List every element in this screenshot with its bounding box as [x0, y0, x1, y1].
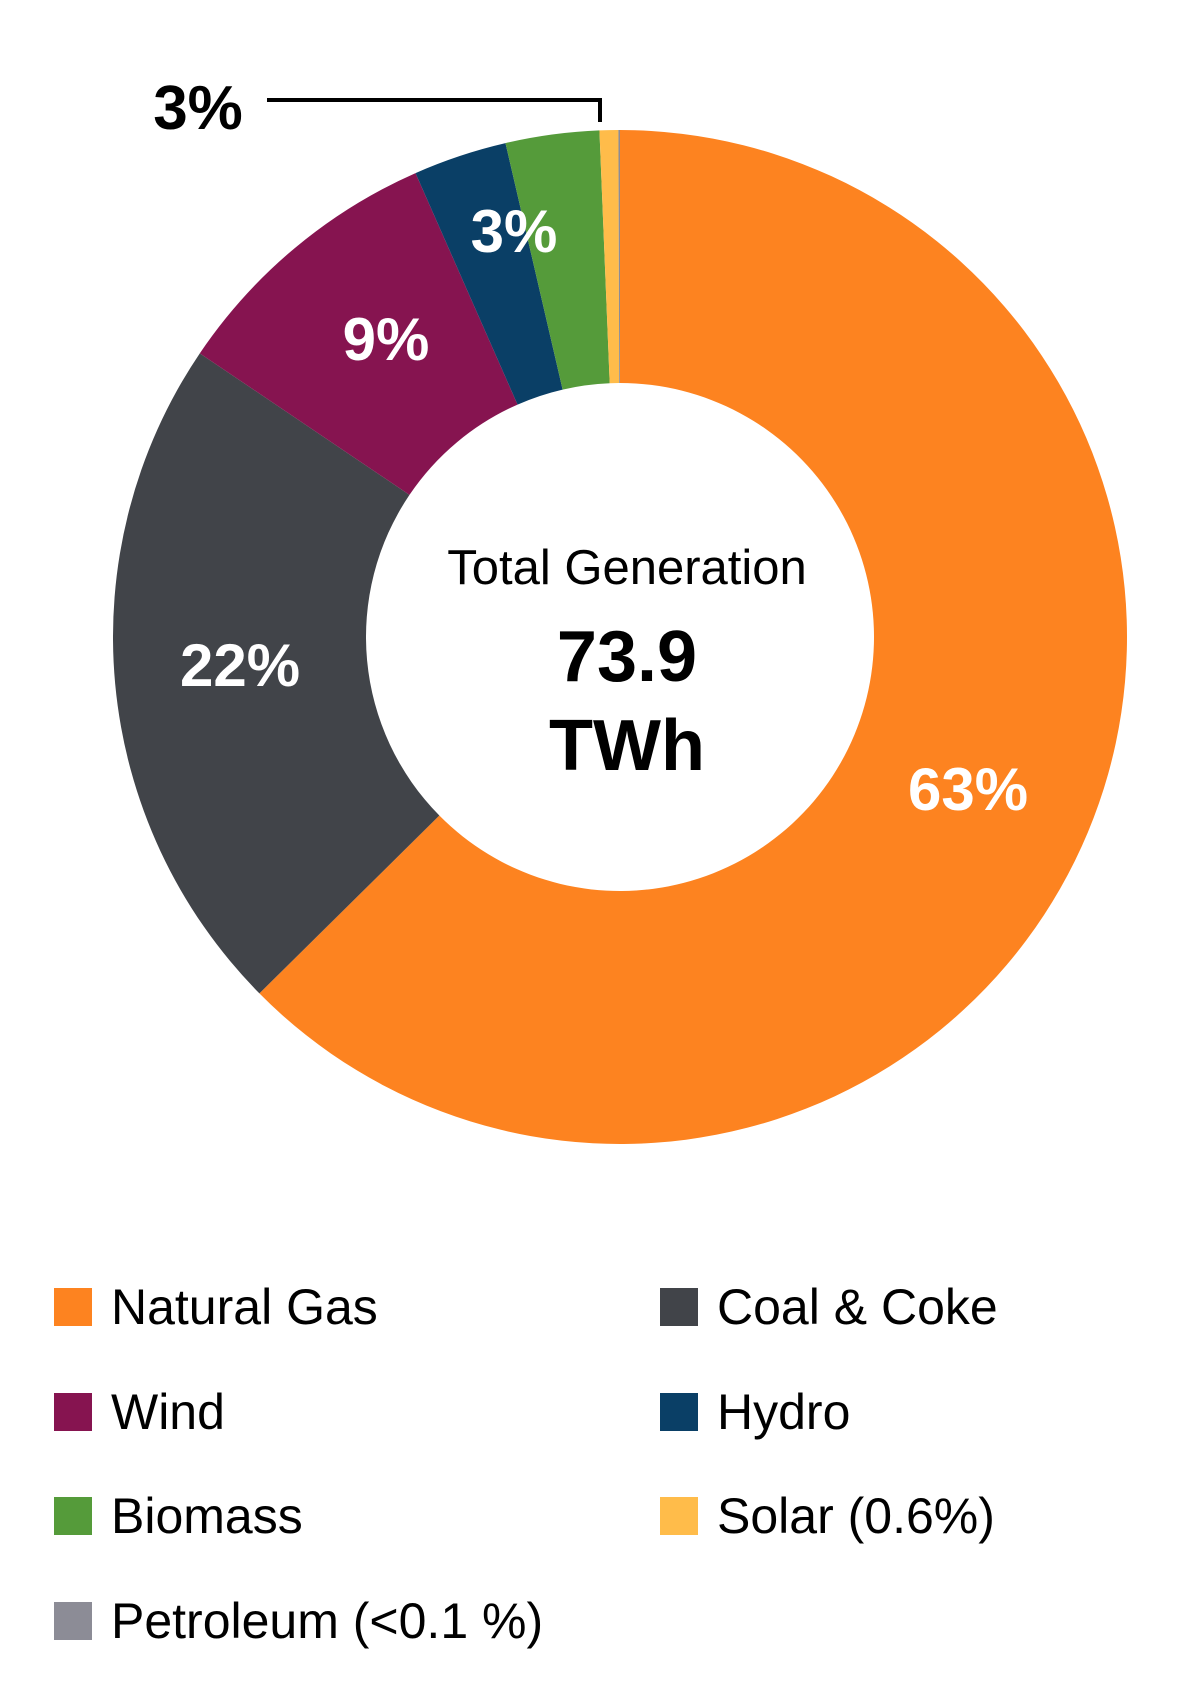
- slice-wind: [199, 173, 518, 495]
- legend-swatch: [54, 1288, 92, 1326]
- slice-hydro: [415, 143, 563, 405]
- slice-petroleum: [618, 130, 620, 384]
- legend-swatch: [660, 1288, 698, 1326]
- legend-swatch: [660, 1393, 698, 1431]
- legend-swatch: [54, 1393, 92, 1431]
- legend-item-solar: Solar (0.6%): [660, 1488, 995, 1544]
- legend-label: Natural Gas: [111, 1279, 378, 1335]
- center-value: 73.9: [557, 617, 697, 697]
- legend-label: Coal & Coke: [717, 1279, 998, 1335]
- slice-label-coal: 22%: [180, 632, 300, 699]
- legend-swatch: [54, 1602, 92, 1640]
- slice-label-hydro: 3%: [471, 198, 558, 265]
- callout-leader-line: [267, 98, 602, 122]
- legend-label: Solar (0.6%): [717, 1488, 995, 1544]
- slice-solar: [599, 130, 620, 384]
- slice-biomass: [505, 130, 610, 390]
- legend-label: Hydro: [717, 1384, 851, 1440]
- legend-item-biomass: Biomass: [54, 1488, 303, 1544]
- center-title: Total Generation: [447, 541, 807, 595]
- center-unit: TWh: [549, 706, 705, 786]
- slice-coal-coke: [112, 353, 440, 994]
- callout-label: 3%: [153, 74, 243, 143]
- legend-item-wind: Wind: [54, 1384, 225, 1440]
- legend-item-hydro: Hydro: [660, 1384, 850, 1440]
- legend-label: Biomass: [111, 1488, 303, 1544]
- legend-label: Petroleum (<0.1 %): [111, 1593, 544, 1649]
- legend-swatch: [54, 1497, 92, 1535]
- legend-label: Wind: [111, 1384, 225, 1440]
- slice-label-natural-gas: 63%: [908, 756, 1028, 823]
- slice-label-wind: 9%: [343, 306, 430, 373]
- legend-item-coal-coke: Coal & Coke: [660, 1279, 998, 1335]
- legend-item-petroleum: Petroleum (<0.1 %): [54, 1593, 543, 1649]
- legend-swatch: [660, 1497, 698, 1535]
- slice-natural-gas: [259, 130, 1127, 1144]
- legend-item-natural-gas: Natural Gas: [54, 1279, 378, 1335]
